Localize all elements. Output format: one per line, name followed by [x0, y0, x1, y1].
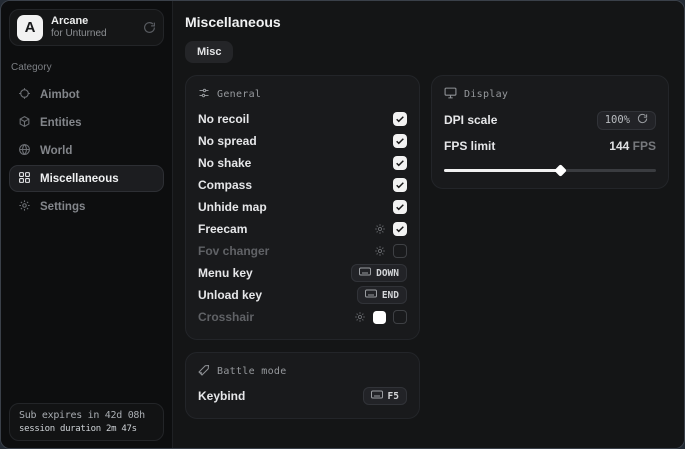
- freecam-settings-gear-icon[interactable]: [374, 223, 386, 235]
- monitor-icon: [444, 87, 457, 102]
- compass-checkbox[interactable]: [393, 178, 407, 192]
- tab-bar: Misc: [185, 41, 670, 63]
- sidebar-item-entities[interactable]: Entities: [9, 109, 164, 136]
- general-panel: General No recoil No spread No shake: [185, 75, 420, 340]
- fov-changer-settings-gear-icon[interactable]: [374, 245, 386, 257]
- category-label: Category: [11, 62, 52, 73]
- tab-misc[interactable]: Misc: [185, 41, 234, 63]
- no-shake-checkbox[interactable]: [393, 156, 407, 170]
- fps-limit-slider[interactable]: [444, 163, 656, 177]
- setting-row: Unload key END: [198, 284, 407, 306]
- setting-label: DPI scale: [444, 113, 498, 127]
- reset-icon[interactable]: [637, 113, 648, 127]
- app-name: Arcane: [51, 15, 89, 28]
- crosshair-checkbox[interactable]: [393, 310, 407, 324]
- dpi-scale-control[interactable]: 100%: [596, 110, 656, 130]
- keyboard-icon: [364, 289, 377, 301]
- crosshair-color-swatch[interactable]: [373, 310, 386, 324]
- panel-title: Battle mode: [217, 366, 287, 377]
- setting-row: No shake: [198, 152, 407, 174]
- setting-label: No shake: [198, 156, 252, 170]
- main-content: Miscellaneous Misc General No recoil: [173, 1, 684, 448]
- panel-title: Display: [464, 89, 509, 100]
- sidebar-item-label: Entities: [40, 116, 82, 129]
- setting-label: Unhide map: [198, 200, 267, 214]
- setting-row: Keybind F5: [198, 385, 407, 407]
- sidebar-item-settings[interactable]: Settings: [9, 193, 164, 220]
- slider-handle[interactable]: [553, 164, 567, 177]
- sidebar-item-label: Aimbot: [40, 88, 80, 101]
- setting-label: Menu key: [198, 266, 253, 280]
- sidebar-item-label: Miscellaneous: [40, 172, 119, 185]
- setting-row: Freecam: [198, 218, 407, 240]
- setting-label: Keybind: [198, 389, 246, 403]
- panel-title: General: [217, 89, 262, 100]
- setting-label: Freecam: [198, 222, 248, 236]
- display-panel: Display DPI scale 100% FPS limit 144 FPS: [431, 75, 669, 189]
- setting-label: No spread: [198, 134, 257, 148]
- page-title: Miscellaneous: [185, 14, 281, 30]
- setting-label: Crosshair: [198, 310, 255, 324]
- setting-row: Unhide map: [198, 196, 407, 218]
- refresh-icon[interactable]: [143, 21, 156, 34]
- key-label: DOWN: [376, 267, 399, 279]
- grid-icon: [18, 171, 31, 187]
- dpi-scale-value: 100%: [604, 114, 630, 126]
- unhide-map-checkbox[interactable]: [393, 200, 407, 214]
- setting-row: Menu key DOWN: [198, 262, 407, 284]
- battle-mode-panel: Battle mode Keybind F5: [185, 352, 420, 419]
- fps-limit-row: FPS limit 144 FPS: [444, 134, 656, 158]
- keyboard-icon: [359, 267, 372, 279]
- brand-card: A Arcane for Unturned: [9, 9, 164, 46]
- app-logo: A: [17, 14, 43, 41]
- sidebar: A Arcane for Unturned Category Aimbot En…: [1, 1, 173, 448]
- slider-fill: [444, 169, 561, 172]
- keyboard-icon: [370, 390, 383, 402]
- setting-label: No recoil: [198, 112, 250, 126]
- sidebar-item-label: World: [40, 144, 73, 157]
- fov-changer-checkbox[interactable]: [393, 244, 407, 258]
- setting-row: Fov changer: [198, 240, 407, 262]
- session-duration-text: session duration 2m 47s: [19, 424, 137, 434]
- menu-key-bind-button[interactable]: DOWN: [351, 264, 407, 282]
- sidebar-item-world[interactable]: World: [9, 137, 164, 164]
- setting-row: Crosshair: [198, 306, 407, 328]
- sidebar-item-miscellaneous[interactable]: Miscellaneous: [9, 165, 164, 192]
- setting-label: Compass: [198, 178, 253, 192]
- fps-unit-label: FPS: [632, 139, 656, 153]
- brand-text: Arcane for Unturned: [51, 15, 135, 39]
- entities-icon: [18, 115, 31, 131]
- crosshair-settings-gear-icon[interactable]: [354, 311, 366, 323]
- freecam-checkbox[interactable]: [393, 222, 407, 236]
- app-subtitle: for Unturned: [51, 28, 107, 40]
- sidebar-item-label: Settings: [40, 200, 86, 213]
- gear-icon: [18, 199, 31, 215]
- key-label: END: [381, 289, 399, 301]
- sliders-icon: [198, 87, 210, 102]
- setting-label: Unload key: [198, 288, 263, 302]
- no-recoil-checkbox[interactable]: [393, 112, 407, 126]
- crosshair-icon: [18, 87, 31, 103]
- battle-keybind-button[interactable]: F5: [362, 387, 407, 405]
- setting-row: No spread: [198, 130, 407, 152]
- setting-label: FPS limit: [444, 139, 496, 153]
- sidebar-item-aimbot[interactable]: Aimbot: [9, 81, 164, 108]
- setting-row: Compass: [198, 174, 407, 196]
- fps-limit-value: 144 FPS: [609, 139, 656, 153]
- key-label: F5: [387, 390, 399, 402]
- unload-key-bind-button[interactable]: END: [356, 286, 407, 304]
- setting-row: No recoil: [198, 108, 407, 130]
- subscription-card: Sub expires in 42d 08h session duration …: [9, 403, 164, 441]
- no-spread-checkbox[interactable]: [393, 134, 407, 148]
- globe-icon: [18, 143, 31, 159]
- sub-expiry-text: Sub expires in 42d 08h: [19, 410, 145, 421]
- dpi-scale-row: DPI scale 100%: [444, 108, 656, 132]
- setting-label: Fov changer: [198, 244, 270, 258]
- sword-icon: [198, 364, 210, 379]
